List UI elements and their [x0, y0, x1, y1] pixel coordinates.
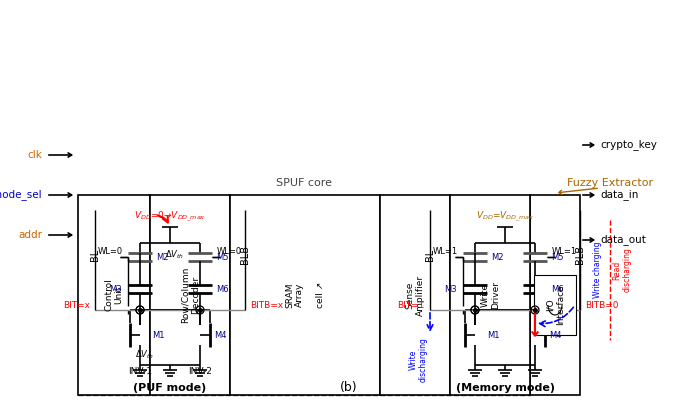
Text: data_in: data_in — [600, 190, 639, 200]
Text: M6: M6 — [551, 284, 563, 294]
Text: (PUF mode): (PUF mode) — [133, 383, 207, 393]
Text: Row/Column
Decoder: Row/Column Decoder — [180, 267, 200, 323]
Text: BIT=1: BIT=1 — [398, 302, 425, 310]
Text: M1: M1 — [487, 330, 500, 340]
Text: clk: clk — [27, 150, 42, 160]
Text: BIT=x: BIT=x — [63, 302, 90, 310]
Text: $V_{DD}$=0→$V_{DD\_max}$: $V_{DD}$=0→$V_{DD\_max}$ — [134, 210, 206, 224]
Text: BLB: BLB — [575, 246, 585, 264]
Text: SPUF core: SPUF core — [276, 178, 332, 188]
Bar — [78, 195, 530, 395]
Bar — [150, 195, 230, 395]
Text: WL=1: WL=1 — [433, 246, 458, 256]
Text: INV-2: INV-2 — [188, 368, 212, 376]
Text: Sense
Amplifier: Sense Amplifier — [406, 274, 424, 316]
Text: M2: M2 — [491, 252, 503, 262]
Text: WL=1: WL=1 — [552, 246, 577, 256]
Text: M5: M5 — [551, 252, 563, 262]
Text: $\Delta V_{th}$: $\Delta V_{th}$ — [135, 349, 154, 361]
Text: BL: BL — [425, 249, 435, 261]
Bar — [530, 195, 580, 395]
Bar — [380, 195, 450, 395]
Bar — [230, 195, 380, 395]
Text: (Memory mode): (Memory mode) — [456, 383, 554, 393]
Text: $V_{DD}$=$V_{DD\_max}$: $V_{DD}$=$V_{DD\_max}$ — [476, 210, 534, 224]
Text: Write
Driver: Write Driver — [480, 281, 500, 309]
Text: (b): (b) — [340, 382, 358, 394]
Text: Read
discharging: Read discharging — [612, 248, 632, 292]
Text: BITB=0: BITB=0 — [585, 302, 618, 310]
Bar — [78, 195, 150, 395]
Text: data_out: data_out — [600, 234, 646, 246]
Text: M6: M6 — [216, 284, 229, 294]
Text: M4: M4 — [549, 330, 561, 340]
Text: M3: M3 — [110, 284, 122, 294]
Text: SRAM
Array

cell ↗: SRAM Array cell ↗ — [285, 282, 325, 308]
Text: M3: M3 — [445, 284, 457, 294]
Text: $\Delta V_{th}$: $\Delta V_{th}$ — [165, 249, 184, 261]
Text: mode_sel: mode_sel — [0, 190, 42, 200]
Text: BLB: BLB — [240, 246, 250, 264]
Text: BITB=x: BITB=x — [250, 302, 283, 310]
Text: M2: M2 — [156, 252, 168, 262]
Text: M5: M5 — [216, 252, 228, 262]
Text: addr: addr — [18, 230, 42, 240]
Text: M1: M1 — [152, 330, 165, 340]
Text: Write
discharging: Write discharging — [408, 338, 428, 382]
Text: INV-1: INV-1 — [128, 368, 152, 376]
Text: Fuzzy Extractor: Fuzzy Extractor — [567, 178, 653, 188]
Text: crypto_key: crypto_key — [600, 140, 657, 150]
Text: Control
Unit: Control Unit — [104, 279, 124, 311]
Text: M4: M4 — [214, 330, 226, 340]
Bar — [534, 275, 576, 335]
Text: Write charging: Write charging — [593, 242, 602, 298]
Text: I/O
Interface: I/O Interface — [545, 285, 565, 325]
Text: BL: BL — [90, 249, 100, 261]
Text: WL=0: WL=0 — [217, 246, 242, 256]
Bar — [450, 195, 530, 395]
Text: WL=0: WL=0 — [98, 246, 123, 256]
